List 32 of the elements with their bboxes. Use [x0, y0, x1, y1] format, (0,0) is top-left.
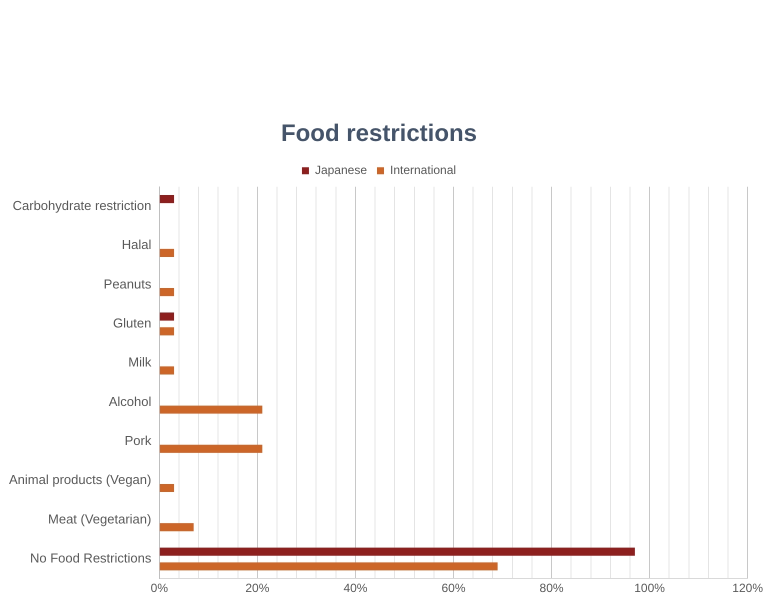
x-tick-label: 20%	[245, 581, 270, 596]
y-tick-label: Alcohol	[108, 394, 152, 409]
bar	[160, 327, 174, 336]
bar	[160, 366, 174, 374]
x-tick-label: 40%	[343, 581, 368, 596]
x-tick-label: 100%	[634, 581, 666, 596]
bar	[160, 406, 262, 414]
y-tick-label: Carbohydrate restriction	[12, 198, 152, 213]
x-tick-label: 60%	[441, 581, 466, 596]
bar	[160, 523, 194, 532]
y-tick-label: Meat (Vegetarian)	[48, 511, 152, 526]
y-tick-label: Gluten	[113, 316, 152, 331]
bar	[160, 312, 174, 321]
y-tick-label: Animal products (Vegan)	[8, 472, 152, 488]
x-tick-label: 120%	[732, 581, 764, 596]
y-tick-label: Halal	[122, 237, 152, 252]
bar	[160, 288, 174, 296]
legend-label: Japanese	[314, 163, 368, 178]
y-tick-label: Peanuts	[104, 276, 152, 292]
bar	[160, 195, 174, 204]
bar	[160, 248, 174, 257]
x-tick-label: 0%	[150, 581, 168, 596]
bar	[160, 548, 635, 556]
y-tick-label: Milk	[128, 354, 152, 370]
bar	[160, 484, 174, 492]
y-tick-label: No Food Restrictions	[30, 550, 152, 566]
legend-label: International	[390, 163, 456, 178]
y-tick-label: Pork	[124, 433, 152, 448]
bar	[160, 444, 262, 453]
bar	[160, 562, 498, 570]
chart-title: Food restrictions	[280, 120, 478, 148]
x-tick-label: 80%	[540, 581, 564, 596]
